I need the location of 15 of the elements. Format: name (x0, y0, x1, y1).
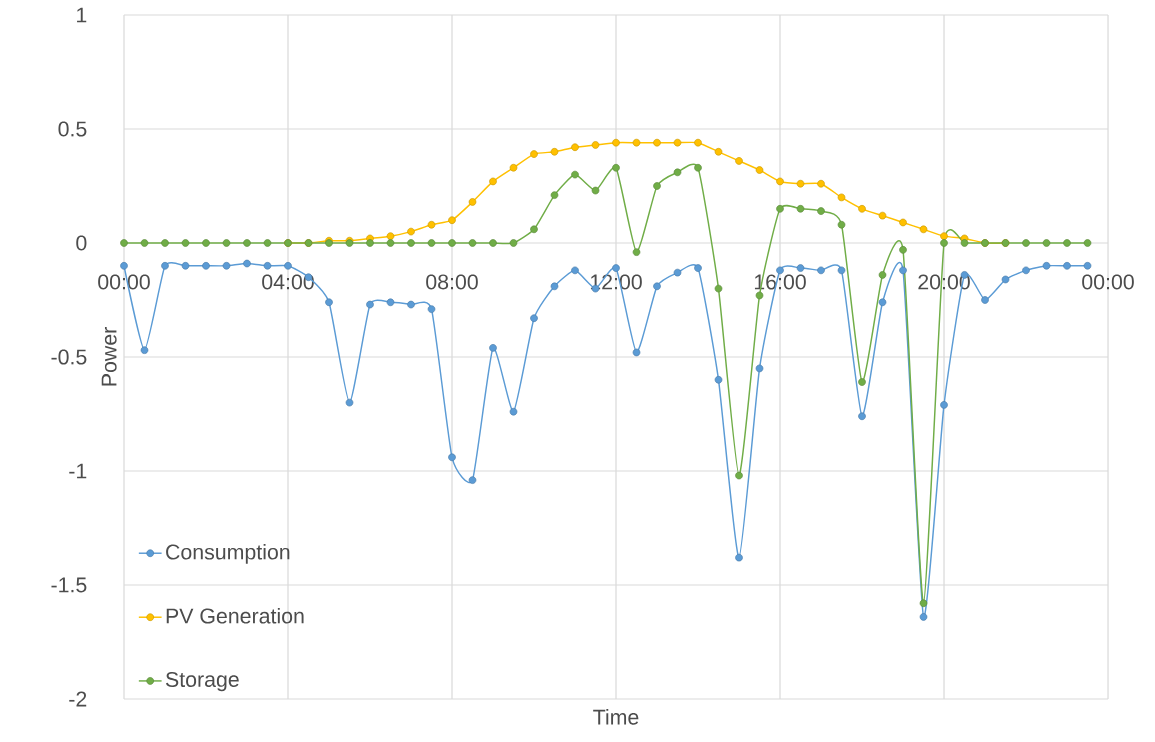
x-axis-title: Time (593, 709, 639, 725)
y-tick-label: 0.5 (58, 121, 87, 137)
y-tick-label: 0 (76, 235, 87, 251)
x-tick-label: 08:00 (426, 274, 478, 290)
legend-label: Storage (165, 671, 239, 692)
x-tick-label: 04:00 (262, 274, 314, 290)
y-tick-label: -1.5 (51, 577, 87, 593)
y-tick-label: 1 (77, 7, 87, 23)
y-tick-label: -1 (69, 463, 87, 479)
x-tick-label: 00:00 (1082, 274, 1134, 290)
y-tick-label: -2 (69, 691, 87, 707)
y-tick-label: -0.5 (51, 349, 87, 365)
y-axis-title: Power (101, 327, 117, 386)
legend-label: Consumption (166, 543, 290, 564)
legend-label: PV Generation (166, 607, 304, 624)
